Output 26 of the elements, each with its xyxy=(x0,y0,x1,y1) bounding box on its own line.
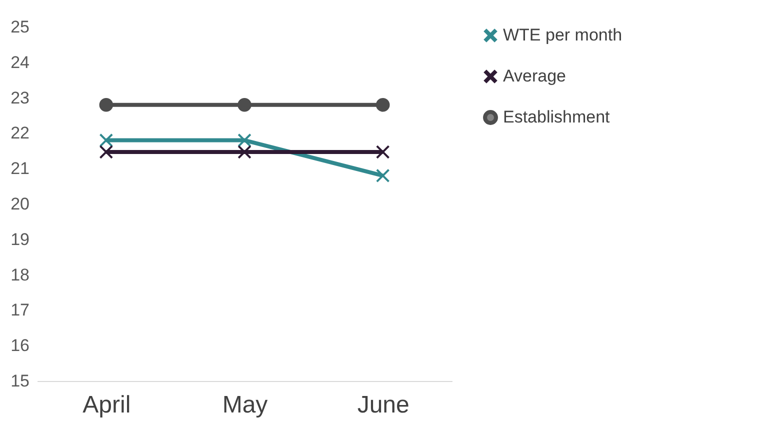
y-tick-label: 16 xyxy=(10,336,30,356)
point xyxy=(376,168,390,183)
legend-label: Establishment xyxy=(503,108,610,126)
y-tick-label: 25 xyxy=(10,18,30,36)
x-tick-label: May xyxy=(222,392,268,418)
y-tick-label: 22 xyxy=(10,124,30,143)
y-tick-label: 24 xyxy=(10,52,30,72)
point xyxy=(99,133,114,148)
y-tick-label: 17 xyxy=(10,300,30,320)
point xyxy=(238,145,252,159)
y-tick-label: 21 xyxy=(10,159,30,178)
y-tick-label: 18 xyxy=(10,265,30,284)
y-tick-label: 19 xyxy=(10,230,30,249)
x-tick-label: June xyxy=(357,392,410,418)
point xyxy=(376,145,390,159)
point xyxy=(238,133,252,148)
point xyxy=(376,98,390,112)
point xyxy=(99,145,114,159)
legend-label: WTE per month xyxy=(503,26,622,44)
point xyxy=(99,98,114,112)
point xyxy=(238,98,252,112)
y-tick-label: 20 xyxy=(10,194,30,214)
legend-label: Average xyxy=(503,66,566,86)
x-tick-label: April xyxy=(82,392,131,418)
y-tick-label: 23 xyxy=(10,88,30,108)
y-tick-label: 15 xyxy=(10,372,30,390)
